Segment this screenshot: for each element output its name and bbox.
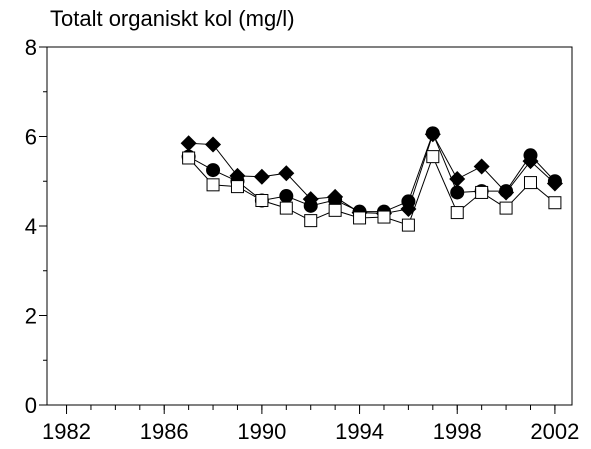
x-tick-label: 1986 [140, 419, 189, 444]
diamond-marker [253, 168, 270, 185]
diamond-marker [180, 135, 197, 152]
diamond-marker [473, 158, 490, 175]
circle-marker [279, 189, 294, 204]
square-marker [401, 218, 415, 232]
square-marker [353, 211, 367, 225]
y-tick-label: 2 [25, 304, 37, 329]
circle-marker [328, 193, 343, 208]
x-tick-label: 1994 [335, 419, 384, 444]
y-tick-label: 6 [25, 125, 37, 150]
circle-marker [450, 185, 465, 200]
series-line [188, 155, 556, 226]
square-marker [304, 214, 318, 228]
circle-marker [401, 194, 416, 209]
square-marker [206, 178, 220, 192]
circle-marker [499, 184, 514, 199]
square-marker [426, 150, 440, 164]
circle-marker [547, 174, 562, 189]
diamond-marker [278, 165, 295, 182]
square-marker [475, 185, 489, 199]
circle-marker [303, 198, 318, 213]
square-marker [548, 196, 562, 210]
square-marker [328, 203, 342, 217]
square-marker [230, 180, 244, 194]
x-tick-label: 1982 [42, 419, 91, 444]
square-marker [182, 151, 196, 165]
y-tick-label: 0 [25, 393, 37, 418]
chart-title: Totalt organiskt kol (mg/l) [50, 6, 295, 31]
square-marker [255, 193, 269, 207]
diamond-marker [205, 136, 222, 153]
square-marker [523, 176, 537, 190]
square-marker [377, 210, 391, 224]
circle-marker [523, 148, 538, 163]
square-marker [450, 206, 464, 220]
x-tick-label: 2002 [530, 419, 579, 444]
y-tick-label: 4 [25, 214, 37, 239]
square-marker [279, 201, 293, 215]
circle-marker [425, 126, 440, 141]
square-marker [499, 201, 513, 215]
diamond-marker [449, 171, 466, 188]
x-tick-label: 1998 [433, 419, 482, 444]
series-line [188, 133, 556, 214]
circle-marker [206, 163, 221, 178]
x-tick-label: 1990 [237, 419, 286, 444]
series-line [188, 131, 556, 213]
y-tick-label: 8 [25, 35, 37, 60]
